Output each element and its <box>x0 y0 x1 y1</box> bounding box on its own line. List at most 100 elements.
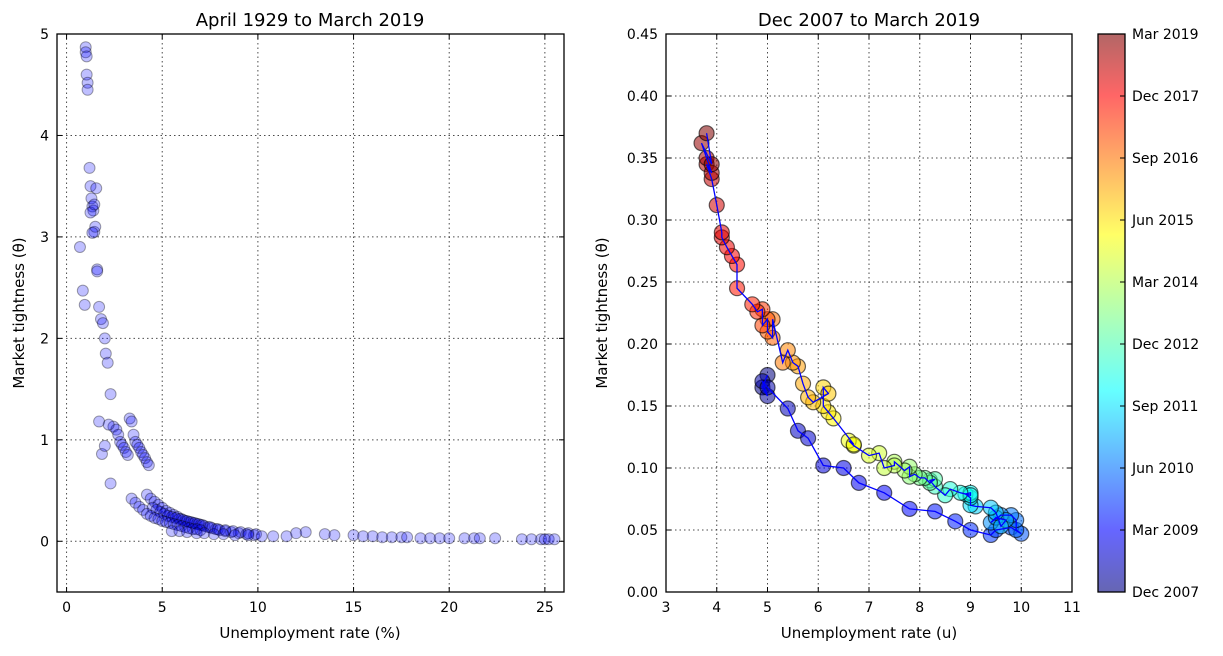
data-point <box>248 529 261 542</box>
x-tick-label: 10 <box>249 600 267 616</box>
data-point <box>219 525 232 538</box>
data-point <box>135 445 148 458</box>
y-tick-label: 0.05 <box>627 523 658 539</box>
x-tick-label: 7 <box>865 600 874 616</box>
data-point <box>93 300 106 313</box>
data-point <box>240 528 253 541</box>
x-tick-label: 3 <box>662 600 671 616</box>
data-point <box>186 517 199 530</box>
data-point <box>217 528 230 541</box>
data-point <box>171 519 184 532</box>
data-point <box>104 388 117 401</box>
data-point <box>414 532 427 545</box>
data-point <box>424 532 437 545</box>
data-point <box>190 523 203 536</box>
y-tick-label: 0.00 <box>627 585 658 601</box>
data-point <box>175 512 188 525</box>
left-chart-title: April 1929 to March 2019 <box>196 10 425 31</box>
data-point <box>192 518 205 531</box>
data-point <box>79 41 92 54</box>
x-tick-label: 9 <box>966 600 975 616</box>
data-point <box>91 263 104 276</box>
data-point <box>86 200 99 213</box>
data-point <box>104 477 117 490</box>
data-point <box>81 76 94 89</box>
data-point <box>328 529 341 542</box>
data-point <box>123 412 136 425</box>
data-point <box>160 504 173 517</box>
x-tick-label: 0 <box>62 600 71 616</box>
x-tick-label: 4 <box>712 600 721 616</box>
left-chart-frame <box>56 33 565 593</box>
data-point <box>538 533 551 546</box>
data-point <box>125 415 138 428</box>
data-point <box>127 428 140 441</box>
data-point <box>213 524 226 537</box>
data-point <box>198 527 211 540</box>
data-point <box>110 423 123 436</box>
left-chart-y-axis-label: Market tightness (θ) <box>10 237 28 388</box>
data-point <box>148 495 161 508</box>
data-point <box>119 445 132 458</box>
data-point <box>249 528 262 541</box>
colorbar-tick-label: Dec 2007 <box>1132 585 1199 601</box>
data-point <box>117 441 130 454</box>
y-tick-label: 0.45 <box>627 27 658 43</box>
data-point <box>140 488 153 501</box>
colorbar-tick-label: Sep 2016 <box>1132 151 1199 167</box>
data-point <box>211 523 224 536</box>
data-point <box>102 418 115 431</box>
data-point <box>158 507 171 520</box>
left-chart-ticks: 0 5 10 15 20 25 0 1 2 3 4 5 <box>40 27 564 616</box>
data-point <box>169 511 182 524</box>
y-tick-label: 0.30 <box>627 213 658 229</box>
data-point <box>207 528 220 541</box>
data-point <box>458 532 471 545</box>
data-point <box>209 523 222 536</box>
data-point <box>144 509 157 522</box>
right-chart: 3 4 5 6 7 8 9 10 11 0.00 0.05 0.10 0.15 0.20 0.25 0.30 0… <box>593 10 1081 642</box>
data-point <box>177 513 190 526</box>
colorbar-gradient <box>1098 34 1125 592</box>
data-point <box>78 298 91 311</box>
data-point <box>433 532 446 545</box>
data-point <box>535 533 548 546</box>
data-point <box>318 528 331 541</box>
data-point <box>152 498 165 511</box>
data-point <box>255 530 268 543</box>
data-point <box>116 438 129 451</box>
data-point <box>80 50 93 63</box>
data-point <box>114 435 127 448</box>
data-point <box>366 530 379 543</box>
data-point <box>129 435 142 448</box>
left-chart-grid <box>57 34 564 592</box>
x-tick-label: 5 <box>158 600 167 616</box>
data-point <box>190 527 203 540</box>
data-point <box>84 180 97 193</box>
data-point <box>140 456 153 469</box>
right-chart-title: Dec 2007 to March 2019 <box>758 10 980 31</box>
data-point <box>156 514 169 527</box>
colorbar-tick-label: Jun 2015 <box>1131 213 1194 229</box>
colorbar-tick-label: Dec 2017 <box>1132 89 1199 105</box>
data-point <box>205 522 218 535</box>
data-point <box>93 415 106 428</box>
data-point <box>156 501 169 514</box>
x-tick-label: 10 <box>1012 600 1030 616</box>
data-point <box>227 525 240 538</box>
x-tick-label: 8 <box>915 600 924 616</box>
data-point <box>473 532 486 545</box>
data-point <box>175 520 188 533</box>
data-point <box>542 533 555 546</box>
data-point <box>219 524 232 537</box>
data-point <box>101 356 114 369</box>
data-point <box>242 529 255 542</box>
data-point <box>137 503 150 516</box>
y-tick-label: 4 <box>40 128 49 144</box>
left-chart-x-axis-label: Unemployment rate (%) <box>219 624 400 642</box>
x-tick-label: 20 <box>440 600 458 616</box>
data-point <box>88 198 101 211</box>
data-point <box>86 226 99 239</box>
data-point <box>181 514 194 527</box>
